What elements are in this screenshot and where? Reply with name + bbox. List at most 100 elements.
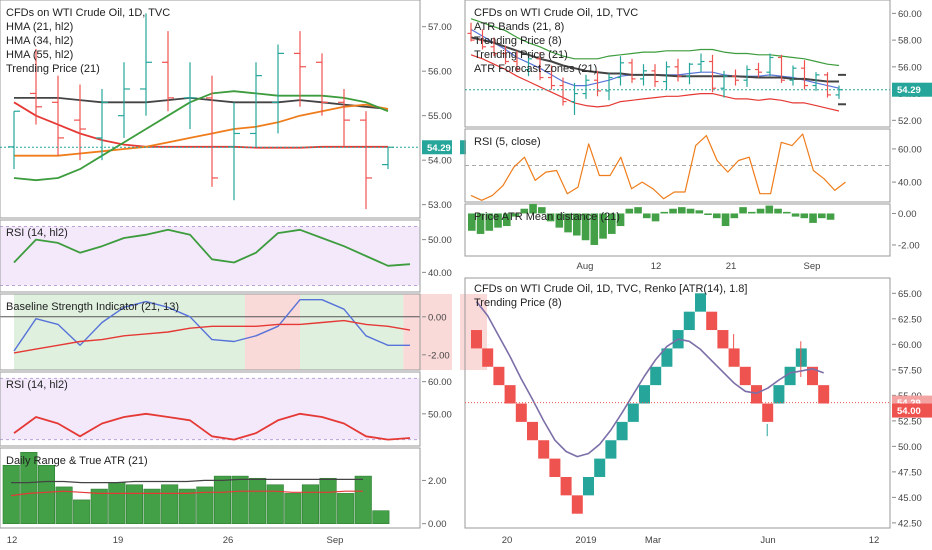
right-dist-title: Price ATR Mean distance (21) [474,211,620,223]
right-dist-bar [669,208,677,214]
renko-brick-down [549,458,561,477]
renko-x-tick-label: 12 [869,535,880,546]
renko-brick-down [706,311,718,331]
left-range-bar [301,484,320,524]
renko-brick-up [650,366,662,386]
left-range-bar [196,486,214,524]
right-dist-bar [704,213,712,216]
column-gap [452,0,460,550]
left-rsi2-line [13,412,411,441]
renko-title: CFDs on WTI Crude Oil, 1D, TVC, Renko [A… [474,283,747,295]
right-dist-bar [546,213,555,222]
right-dist-bar [590,213,599,245]
left-price-legend: HMA (34, hl2) [6,35,73,47]
renko-brick-down [560,476,572,496]
right-price-legend: ATR Bands (21, 8) [474,21,564,33]
left-range-bar [337,493,355,524]
right-price-axis-tick-label: 58.00 [898,36,922,47]
renko-axis-tick-label: 52.50 [898,416,922,427]
right-dist-bar [643,213,651,219]
left-range-hma55-line [11,478,363,484]
renko-brick-up [583,476,594,496]
renko-brick-up [683,311,695,331]
left-price-legend: HMA (55, hl2) [6,49,73,61]
renko-brick-up [627,403,639,422]
right-rsi-line [470,133,846,201]
right-dist-bar [783,211,791,214]
left-range-bar [231,475,249,524]
left-price-panel [0,0,421,219]
left-range-panel [0,447,421,529]
right-dist-bar [503,213,511,227]
left-price-legend: HMA (21, hl2) [6,21,73,33]
left-range-bar [249,477,267,524]
left-range-bar [372,510,390,524]
left-hma21-line [13,90,389,182]
left-range-bar [20,452,38,524]
right-price-title: CFDs on WTI Crude Oil, 1D, TVC [474,7,638,19]
right-dist-bar [791,213,800,217]
left-bsi-zone [14,294,245,370]
right-price-legend: Trending Price (21) [474,49,568,61]
left-bsi-axis-tick-label: 0.00 [428,312,447,323]
renko-brick-up [594,458,606,477]
left-price-axis-tick-label: 56.00 [428,67,452,78]
renko-brick-up [695,293,706,312]
renko-brick-down [739,366,751,386]
renko-x-tick-label: 20 [502,535,513,546]
left-range-bar [319,477,337,524]
right-dist-bar [826,213,835,220]
right-top-x-tick-label: Aug [577,261,594,272]
left-rsi2-title: RSI (14, hl2) [6,379,68,391]
left-range-bar [161,484,179,524]
left-range-trend_red-line [10,490,363,497]
left-bsi-zone [300,294,404,370]
right-dist-bar [651,213,660,222]
left-price-legend: Trending Price (21) [6,63,100,75]
right-hma21-line [470,18,840,67]
left-price-axis-tick-label: 55.00 [428,111,452,122]
left-range-bar [213,475,231,524]
right-dist-bar [809,213,817,223]
left-range-bar [37,464,56,524]
left-rsi-axis-tick-label: 50.00 [428,235,452,246]
right-dist-axis-tick-label: 0.00 [898,209,917,220]
right-dist-bar [538,207,546,214]
right-price-axis-tick-label: 56.00 [898,62,922,73]
left-bsi-trend_red-line [13,319,411,354]
right-price-legend: Trending Price (8) [474,35,562,47]
renko-axis-tick-label: 60.00 [898,340,922,351]
renko-brick-up [784,366,796,386]
right-price-legend: ATR Forecast Zones (21) [474,63,597,75]
right-top-x-tick-label: 12 [651,261,662,272]
right-trend_red-line [470,54,840,112]
renko-brick-down [482,348,494,367]
renko-x-tick-label: Mar [645,535,661,546]
right-price-axis-tick-label: 52.00 [898,116,922,127]
right-dist-bar [608,213,616,234]
right-dist-axis-tick-label: -2.00 [898,240,920,251]
right-dist-bar [573,213,581,236]
renko-legend: Trending Price (8) [474,297,562,309]
renko-brick-down [762,403,774,422]
right-dist-bar [756,208,765,214]
left-rsi2-axis-tick-label: 50.00 [428,409,452,420]
right-dist-bar [695,210,704,214]
right-top-x-tick-label: 21 [726,261,737,272]
right-dist-bar [818,213,826,219]
left-range-bar [354,475,372,524]
renko-axis-tick-label: 45.00 [898,493,922,504]
right-rsi-axis-tick-label: 40.00 [898,178,922,189]
renko-axis-tick-label: 65.00 [898,289,922,300]
right-dist-bar [774,208,782,214]
renko-axis-tick-label: 57.50 [898,365,922,376]
renko-x-tick-label: Jun [760,535,775,546]
left-rsi-title: RSI (14, hl2) [6,227,68,239]
renko-brick-down [515,403,527,422]
renko-brick-down [471,330,482,349]
right-dist-bar [468,213,476,231]
right-rsi-axis-tick-label: 60.00 [898,144,922,155]
left-range-title: Daily Range & True ATR (21) [6,455,148,467]
right-rsi-title: RSI (5, close) [474,136,541,148]
